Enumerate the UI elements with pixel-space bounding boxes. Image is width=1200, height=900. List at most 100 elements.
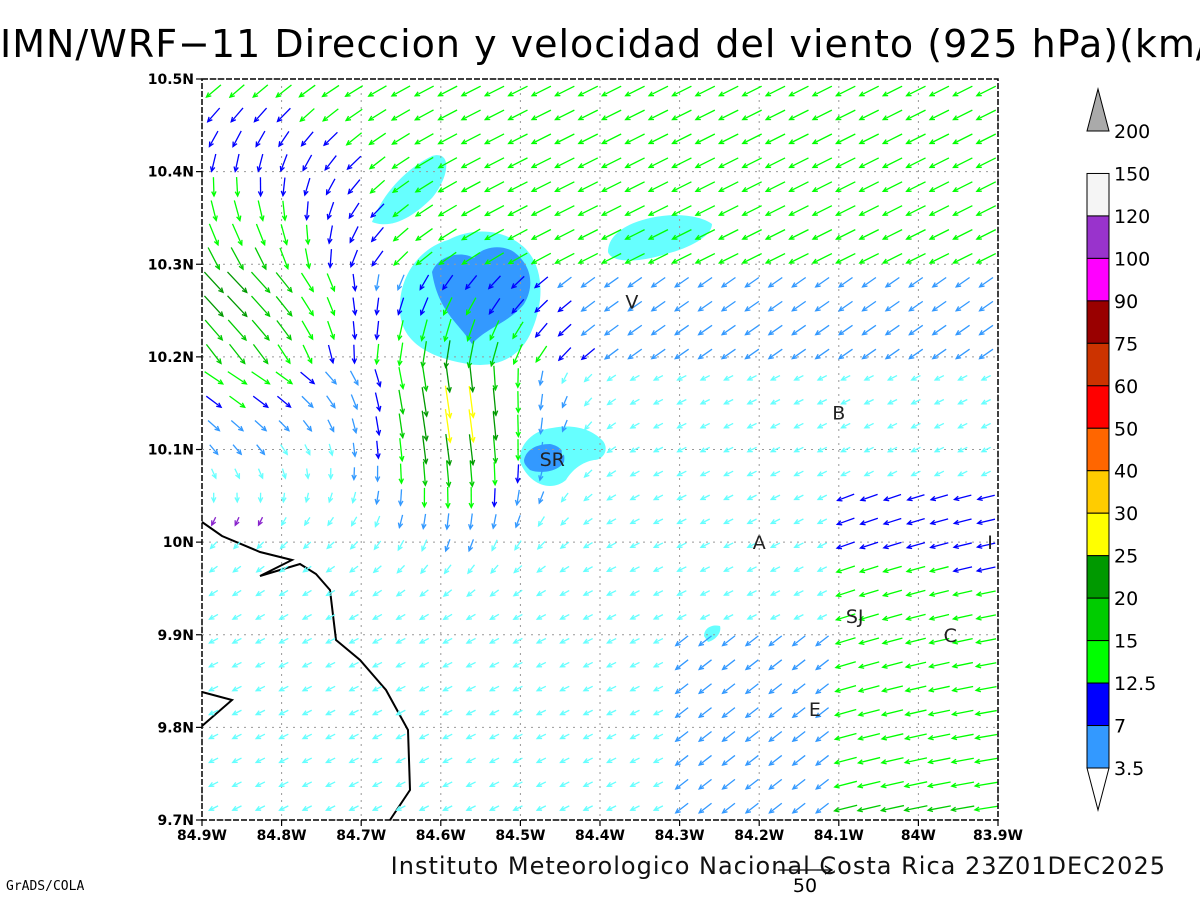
wind-arrow-head [629,662,636,668]
wind-arrow [929,205,950,216]
wind-arrow-head [390,91,397,97]
wind-arrow-head [371,638,379,644]
wind-arrow [536,733,547,740]
wind-arrow [229,84,245,98]
wind-arrow [718,181,739,192]
wind-arrow-head [535,758,543,764]
wind-arrow-head [879,806,887,813]
wind-arrow-head [391,139,398,145]
wind-arrow [976,614,996,620]
wind-arrow [789,133,809,145]
wind-arrow-head [278,686,285,692]
wind-arrow [583,685,593,692]
wind-arrow [484,85,505,97]
wind-arrow [789,109,809,121]
wind-arrow [583,733,593,740]
wind-arrow [531,228,552,240]
wind-arrow-head [600,210,608,216]
wind-arrow-head [535,638,543,644]
wind-arrow [905,733,927,740]
wind-arrow-head [788,139,795,145]
wind-arrow [209,685,219,692]
wind-arrow [300,272,314,292]
wind-arrow [443,781,453,787]
wind-arrow [466,685,476,692]
wind-arrow-head [577,115,584,121]
wind-arrow [607,661,617,668]
wind-arrow-head [816,447,824,453]
wind-arrow [929,133,950,145]
wind-arrow [234,153,240,172]
wind-arrow [700,494,711,501]
wind-arrow-head [647,186,655,192]
wind-arrow-head [840,471,847,477]
wind-arrow [443,297,453,315]
wind-arrow [302,661,313,668]
wind-arrow [653,374,664,381]
wind-arrow-head [814,306,821,312]
wind-arrow [700,470,711,477]
wind-arrow [928,757,951,764]
wind-arrow [794,590,804,596]
wind-arrow-head [951,639,959,645]
wind-arrow-head [882,567,889,574]
wind-arrow [904,781,928,788]
wind-arrow [724,494,734,501]
wind-arrow-head [305,449,311,456]
wind-arrow-head [978,329,985,336]
wind-arrow-head [397,360,403,367]
wind-arrow [604,276,619,288]
wind-arrow [747,422,757,429]
wind-arrow [698,707,712,718]
wind-arrow [493,365,497,390]
wind-arrow [277,344,291,364]
wind-arrow-head [257,191,264,198]
wind-arrow-head [652,375,660,381]
wind-arrow [836,157,856,168]
wind-arrow [372,685,383,692]
wind-arrow [209,589,219,596]
wind-arrow [584,421,593,430]
wind-arrow-head [741,234,748,240]
wind-arrow-head [791,329,798,336]
wind-arrow-head [978,353,985,360]
wind-arrow-head [535,662,543,668]
wind-arrow-head [561,377,567,385]
wind-arrow-head [927,711,935,717]
wind-arrow [581,300,596,312]
wind-arrow-head [931,306,938,312]
wind-arrow-head [488,686,496,692]
wind-arrow [204,371,224,385]
wind-arrow [254,420,267,432]
wind-arrow [490,589,500,597]
wind-arrow-head [744,736,752,743]
wind-arrow [583,590,593,596]
wind-arrow-head [325,805,332,811]
wind-arrow [232,733,242,740]
wind-arrow [204,319,223,341]
wind-arrow-head [699,566,706,572]
wind-arrow [276,320,292,340]
wind-arrow [745,754,759,766]
wind-arrow [928,709,951,716]
shade-area [372,155,447,225]
wind-arrow [841,470,851,477]
wind-arrow-head [237,239,243,247]
wind-arrow-head [423,385,429,393]
wind-arrow-head [624,91,631,97]
wind-arrow [911,470,921,477]
wind-arrow-head [811,163,818,169]
wind-arrow [422,461,426,486]
place-label: SJ [846,606,864,628]
wind-arrow-head [606,519,613,525]
wind-arrow [583,805,593,811]
shade-area [524,444,565,472]
wind-arrow [882,109,903,121]
wind-arrow-head [507,234,514,241]
wind-arrow [209,781,219,787]
wind-arrow-head [444,524,451,531]
wind-arrow-head [694,258,701,264]
wind-arrow [817,446,828,453]
wind-arrow-head [931,282,938,288]
wind-arrow [905,685,927,692]
